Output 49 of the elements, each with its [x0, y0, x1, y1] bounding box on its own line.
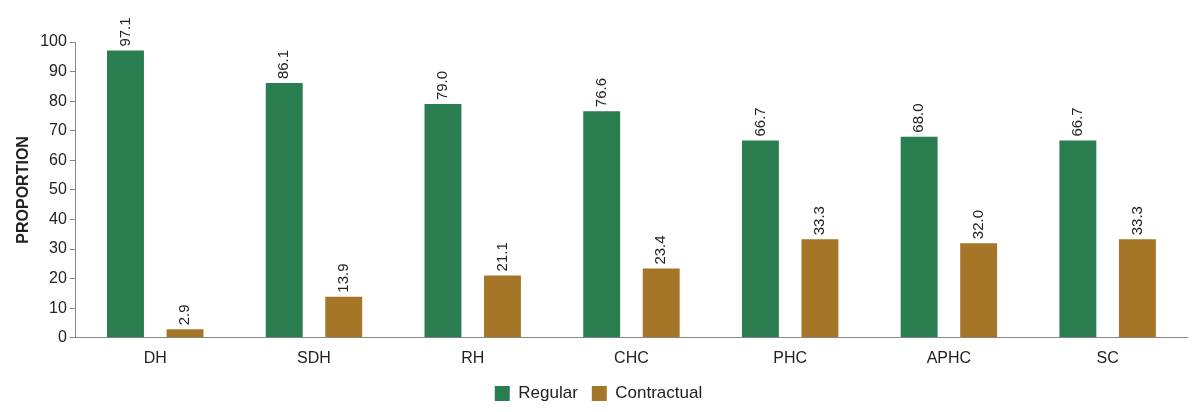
bar — [166, 329, 204, 338]
y-tick-label: 40 — [49, 209, 67, 227]
bar — [107, 50, 144, 338]
y-tick-label: 20 — [49, 269, 67, 287]
bar — [900, 136, 938, 338]
data-label: 66.7 — [750, 107, 768, 137]
legend-label: Regular — [518, 383, 579, 403]
data-label: 97.1 — [115, 17, 133, 47]
y-axis-title: PROPORTION — [14, 136, 32, 244]
bar — [1059, 140, 1097, 338]
data-label: 66.7 — [1068, 107, 1086, 137]
bar — [583, 111, 621, 338]
data-label: 23.4 — [651, 235, 669, 265]
data-label: 33.3 — [810, 206, 828, 236]
bar — [960, 243, 998, 338]
data-label: 86.1 — [274, 49, 292, 80]
data-label: 76.6 — [591, 78, 609, 108]
x-tick-label: DH — [143, 348, 167, 366]
data-label: 79.0 — [433, 70, 451, 101]
bar — [801, 239, 839, 338]
legend-label: Contractual — [615, 383, 703, 403]
x-tick-label: PHC — [773, 348, 808, 366]
y-tick-label: 100 — [40, 32, 67, 50]
y-tick-label: 60 — [49, 150, 67, 168]
data-label: 21.1 — [492, 242, 510, 272]
data-label: 13.9 — [333, 263, 351, 293]
bar — [325, 296, 363, 338]
y-tick-label: 90 — [49, 61, 67, 79]
y-tick-label: 80 — [49, 91, 67, 109]
x-tick-label: SDH — [297, 348, 331, 366]
data-label: 68.0 — [909, 103, 927, 133]
bar — [484, 275, 521, 338]
bar — [1118, 239, 1156, 338]
y-tick-label: 50 — [49, 180, 67, 198]
y-tick-label: 30 — [49, 239, 67, 257]
data-label: 2.9 — [175, 304, 193, 326]
x-tick-label: SC — [1096, 348, 1119, 366]
x-tick-label: APHC — [926, 348, 972, 366]
x-tick-label: RH — [461, 348, 485, 366]
x-tick-label: CHC — [614, 348, 649, 366]
data-label: 32.0 — [968, 209, 986, 240]
y-tick-label: 10 — [49, 298, 67, 316]
bar — [642, 268, 680, 338]
y-tick-label: 0 — [57, 328, 67, 346]
data-label: 33.3 — [1127, 206, 1145, 236]
y-tick-label: 70 — [49, 121, 67, 139]
bar — [424, 104, 462, 338]
bar — [265, 83, 303, 338]
bar — [741, 140, 779, 338]
